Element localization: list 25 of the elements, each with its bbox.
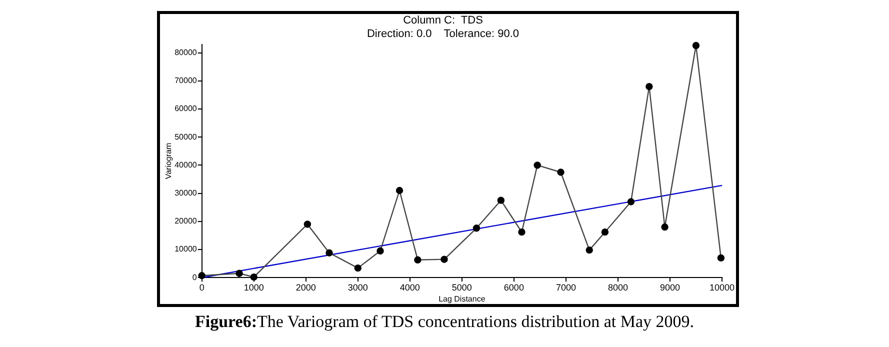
y-tick-label: 60000 bbox=[174, 104, 198, 114]
x-tick-label: 10000 bbox=[709, 282, 735, 292]
x-tick-label: 1000 bbox=[244, 282, 264, 292]
y-tick-label: 50000 bbox=[174, 132, 198, 142]
chart-title: Column C: TDS bbox=[403, 14, 483, 27]
x-axis-title: Lag Distance bbox=[438, 294, 486, 304]
chart-subtitle: Direction: 0.0 Tolerance: 90.0 bbox=[366, 28, 520, 40]
y-tick-label: 10000 bbox=[174, 244, 198, 254]
y-tick-label: 40000 bbox=[174, 160, 198, 170]
x-tick-label: 5000 bbox=[452, 282, 472, 292]
x-tick-label: 2000 bbox=[296, 282, 316, 292]
x-tick-label: 0 bbox=[199, 282, 204, 292]
x-tick-label: 3000 bbox=[348, 282, 368, 292]
x-tick-label: 4000 bbox=[400, 282, 420, 292]
x-tick-label: 6000 bbox=[504, 282, 524, 292]
y-tick-label: 80000 bbox=[174, 48, 198, 58]
y-axis-title: Variogram bbox=[164, 142, 174, 180]
x-tick-label: 9000 bbox=[660, 282, 680, 292]
y-tick-label: 70000 bbox=[174, 76, 198, 86]
x-tick-label: 8000 bbox=[608, 282, 628, 292]
caption: Figure6:The Variogram of TDS concentrations distribution at May 2009. bbox=[194, 312, 694, 331]
y-tick-label: 30000 bbox=[174, 188, 198, 198]
y-tick-label: 20000 bbox=[174, 216, 198, 226]
x-tick-label: 7000 bbox=[556, 282, 576, 292]
y-tick-label: 0 bbox=[192, 272, 198, 282]
